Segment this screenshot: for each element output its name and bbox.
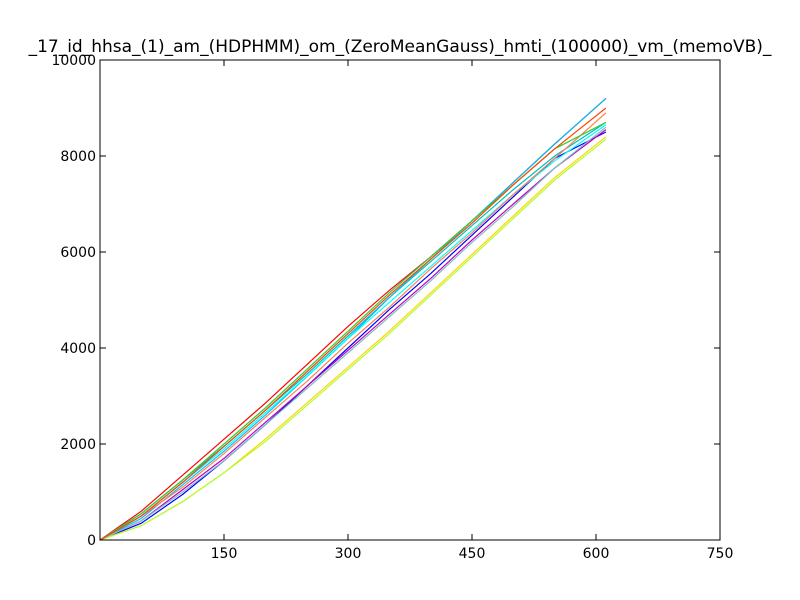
series-line-5 <box>99 124 607 541</box>
axis-ticks: 150 300 450 600 750 0 2000 4000 6000 8000 10000 <box>51 53 733 562</box>
y-tick-label: 10000 <box>51 53 96 69</box>
series-line-2 <box>99 131 607 541</box>
series-layer <box>99 97 607 541</box>
series-line-10 <box>99 126 607 541</box>
x-tick-label: 300 <box>335 546 362 562</box>
series-line-1 <box>99 97 607 541</box>
series-line-3 <box>99 121 607 541</box>
series-line-7 <box>99 112 607 541</box>
y-tick-label: 2000 <box>60 437 96 453</box>
x-tick-label: 150 <box>211 546 238 562</box>
chart-title: _17_id_hhsa_(1)_am_(HDPHMM)_om_(ZeroMean… <box>28 37 772 57</box>
x-tick-label: 600 <box>583 546 610 562</box>
x-tick-label: 750 <box>707 546 734 562</box>
y-tick-label: 0 <box>87 533 96 549</box>
y-tick-label: 6000 <box>60 245 96 261</box>
y-tick-label: 8000 <box>60 149 96 165</box>
y-tick-label: 4000 <box>60 341 96 357</box>
series-line-4 <box>99 97 607 541</box>
plot-frame <box>99 59 721 541</box>
series-line-6 <box>99 129 607 541</box>
x-tick-label: 450 <box>459 546 486 562</box>
series-line-9 <box>99 138 607 541</box>
series-line-12 <box>99 107 607 541</box>
